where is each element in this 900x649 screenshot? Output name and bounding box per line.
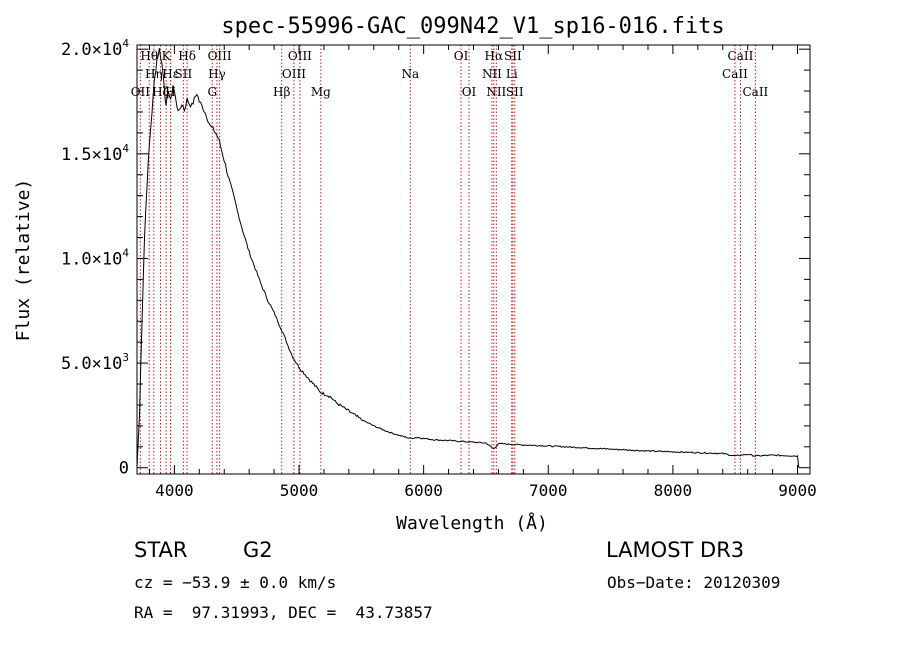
y-tick-label: 0 [119,459,129,479]
spectral-line-label: CaII [722,67,748,81]
object-class: STAR [134,538,188,562]
x-tick-label: 5000 [280,481,319,500]
spectral-line-label: OIII [288,49,312,63]
spectral-line-label: H [165,85,175,99]
spectral-line-label: SII [175,67,193,81]
spectral-line-label: Mg [311,85,331,99]
spectral-line-label: SII [506,85,524,99]
y-tick-label: 1.5×104 [61,142,129,165]
spectral-line-label: Hδ [178,49,196,63]
spectrum-line [136,48,800,468]
spectral-line-label: Hβ [273,85,290,99]
spectral-line-labels: OIIHθHηHζKHHεSIIHδGHγOIIIHβOIIIOIIIMgNaO… [131,49,769,99]
y-tick-label: 2.0×104 [61,37,129,60]
x-axis-label: Wavelength (Å) [396,512,548,534]
y-tick-label: 1.0×104 [61,246,129,269]
x-tick-label: 8000 [654,481,693,500]
spectral-line-label: OII [131,85,151,99]
spectral-line-markers [139,45,756,474]
x-tick-label: 7000 [529,481,568,500]
x-tick-label: 4000 [155,481,194,500]
spectral-line-label: CaII [728,49,754,63]
spectral-line-label: Hγ [208,67,226,81]
object-subclass: G2 [243,538,273,562]
spectral-line-label: Hα [485,49,504,63]
chart-title: spec-55996-GAC_099N42_V1_sp16-016.fits [221,14,724,39]
x-tick-label: 6000 [404,481,443,500]
spectral-line-label: SII [504,49,522,63]
spectral-line-label: Na [401,67,419,81]
spectral-line-label: OI [454,49,469,63]
observation-date: Obs−Date: 20120309 [607,573,781,592]
spectral-line-label: Li [506,67,518,81]
spectral-line-label: Hη [145,67,163,81]
x-axis-ticks: 4000 5000 6000 7000 8000 9000 [148,45,817,500]
survey-name: LAMOST DR3 [606,538,745,562]
coordinates: RA = 97.31993, DEC = 43.73857 [134,603,433,622]
redshift-cz: cz = −53.9 ± 0.0 km/s [134,573,337,592]
spectral-line-label: CaII [742,85,768,99]
spectral-line-label: OIII [208,49,232,63]
spectral-line-label: NII [486,85,506,99]
spectral-line-label: K [162,49,172,63]
spectral-line-label: Hε [162,67,179,81]
y-axis-ticks: 0 5.0×103 1.0×104 1.5×104 2.0×104 [61,37,810,479]
y-axis-label: Flux (relative) [13,179,34,342]
spectral-line-label: OI [462,85,477,99]
plot-frame [136,44,811,475]
x-tick-label: 9000 [778,481,817,500]
y-tick-label: 5.0×103 [61,351,129,374]
spectral-line-label: NII [482,67,502,81]
spectral-line-label: OIII [282,67,306,81]
spectral-line-label: Hθ [140,49,158,63]
spectral-line-label: G [207,85,217,99]
